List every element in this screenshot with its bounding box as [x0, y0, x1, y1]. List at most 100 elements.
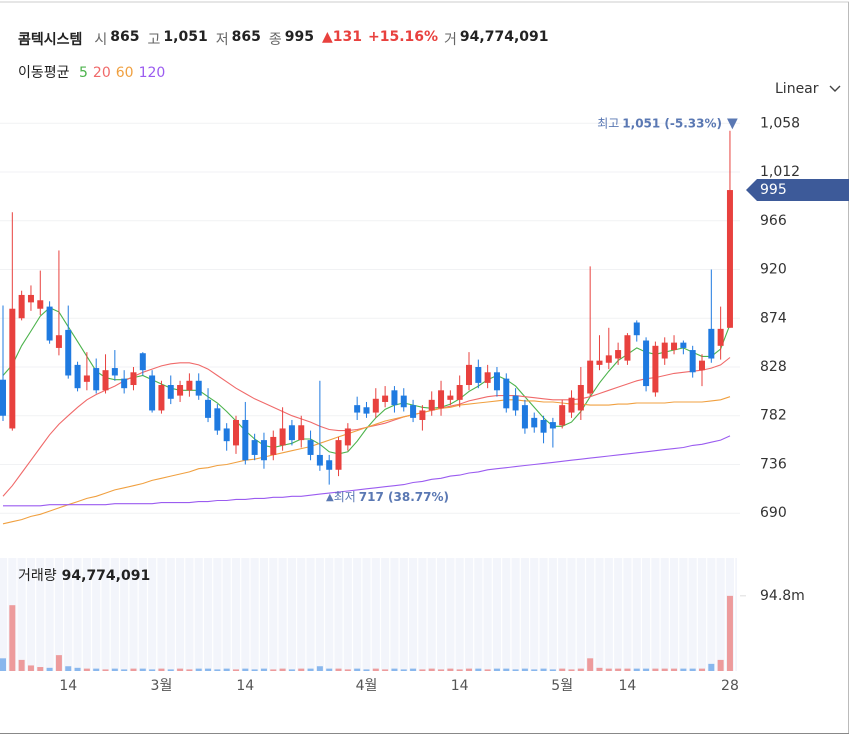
- candle-body: [549, 422, 556, 429]
- volume-bar: [149, 669, 156, 671]
- volume-bar: [419, 669, 426, 671]
- ma-title: 이동평균: [18, 65, 70, 81]
- ma-line: [3, 435, 731, 507]
- open-label: 시: [94, 32, 108, 48]
- volume-bar: [65, 666, 72, 671]
- volume-bar: [531, 669, 538, 671]
- candle-body: [540, 419, 547, 433]
- candle-body: [680, 342, 687, 348]
- candle-body: [661, 342, 668, 359]
- volume-bar: [382, 669, 389, 671]
- volume-bar: [438, 669, 445, 671]
- x-tick-label: 14: [236, 678, 254, 694]
- candle-body: [288, 425, 295, 441]
- volume-bar: [391, 668, 398, 671]
- volume-bar: [652, 668, 659, 671]
- candle-body: [652, 345, 659, 393]
- candle-body: [382, 395, 389, 402]
- volume-bar: [74, 667, 81, 671]
- candle-body: [83, 375, 90, 382]
- high-annotation-label: 최고: [597, 116, 619, 130]
- candle-body: [559, 405, 566, 426]
- volume-bar: [624, 668, 631, 671]
- volume-bar: [233, 669, 239, 671]
- volume-bar: [363, 669, 370, 671]
- volume-bar: [260, 668, 267, 671]
- high-annotation: 최고 1,051 (-5.33%): [597, 116, 722, 130]
- volume-bar: [475, 668, 482, 671]
- y-tick-label: 1,058: [760, 115, 800, 131]
- low-arrow: ▲: [326, 492, 334, 503]
- volume-bar: [372, 668, 379, 671]
- candle-body: [121, 378, 128, 389]
- volume-bar: [671, 668, 678, 671]
- stock-name: 콤텍시스템: [18, 32, 83, 48]
- low-annotation-value: 717 (38.77%): [359, 490, 449, 504]
- candle-body: [205, 399, 212, 418]
- candle-body: [167, 385, 174, 399]
- candle-body: [391, 390, 398, 406]
- volume-bar: [708, 663, 715, 671]
- volume-bar: [605, 668, 612, 671]
- chevron: [829, 85, 841, 92]
- candle-body: [195, 380, 202, 396]
- close-value: 995: [284, 29, 314, 45]
- candle-body: [233, 419, 239, 446]
- volume-bar: [596, 667, 603, 671]
- volume-bar: [689, 668, 696, 671]
- volume-total: 94,774,091: [62, 568, 151, 584]
- scale-dropdown[interactable]: Linear: [775, 81, 841, 97]
- volume-bar: [512, 669, 519, 671]
- volume-bar: [587, 658, 594, 671]
- volume-panel: [0, 558, 737, 671]
- open-value: 865: [110, 29, 140, 45]
- volume-bar: [27, 665, 34, 671]
- candle-body: [344, 428, 351, 446]
- volume-bar: [503, 668, 510, 671]
- candle-body: [456, 385, 463, 400]
- ma-legend-item: 20: [92, 65, 111, 81]
- volume-bar: [335, 668, 342, 671]
- price-tag-label: 995: [760, 182, 787, 198]
- volume-title: 거래량 94,774,091: [18, 568, 150, 584]
- volume-bar: [615, 668, 622, 671]
- candle-body: [447, 395, 454, 400]
- candle-body: [587, 360, 594, 394]
- volume-bar: [9, 605, 16, 671]
- candle-body: [419, 410, 426, 420]
- candle-body: [74, 364, 81, 389]
- candle-body: [624, 335, 631, 361]
- volume-bar: [680, 668, 687, 671]
- volume-bar: [214, 669, 221, 671]
- volume-bar: [93, 668, 100, 671]
- volume-bar: [111, 668, 118, 671]
- candle-body: [493, 372, 500, 391]
- volume-bar: [18, 659, 25, 671]
- candle-body: [139, 353, 146, 371]
- volume-bar: [251, 669, 258, 671]
- x-tick-label: 14: [59, 678, 77, 694]
- candle-body: [596, 360, 603, 365]
- low-annotation-label: 최저: [334, 490, 356, 504]
- volume-tick-label: 94.8m: [760, 588, 805, 604]
- candle-body: [9, 308, 16, 429]
- candle-body: [363, 407, 370, 414]
- volume-bar: [0, 658, 6, 671]
- x-tick-label: 5월: [551, 678, 573, 694]
- candle-body: [577, 385, 584, 411]
- volume-bar: [55, 655, 62, 671]
- candle-body: [643, 340, 650, 387]
- volume-bar: [83, 668, 90, 671]
- candle-body: [298, 425, 305, 441]
- volume-bar: [410, 668, 417, 671]
- low-value: 865: [231, 29, 261, 45]
- x-tick-label: 28: [721, 678, 739, 694]
- candle-body: [130, 372, 137, 386]
- candle-body: [177, 385, 184, 396]
- x-tick-label: 4월: [356, 678, 378, 694]
- volume-bar: [521, 668, 528, 671]
- y-tick-label: 828: [760, 359, 787, 375]
- change-arrow: ▲: [321, 29, 333, 45]
